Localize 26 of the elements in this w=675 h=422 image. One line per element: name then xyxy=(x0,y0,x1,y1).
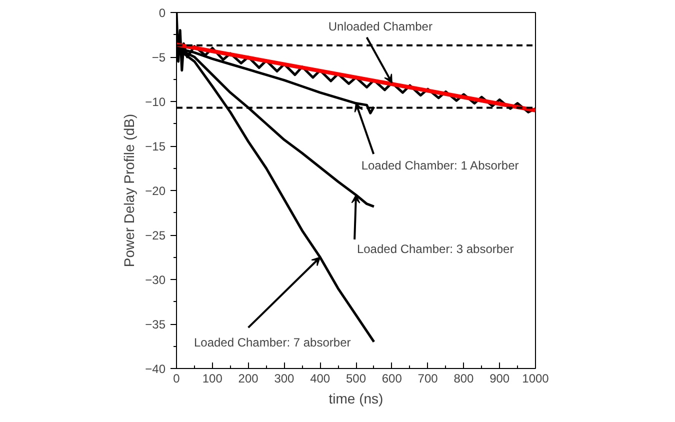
x-tick-label: 900 xyxy=(490,372,510,386)
y-tick-label: −25 xyxy=(145,228,166,242)
x-tick-label: 300 xyxy=(274,372,295,386)
y-tick-label: −5 xyxy=(152,50,166,64)
x-tick-label: 0 xyxy=(173,372,180,386)
annotation: Loaded Chamber: 7 absorber xyxy=(194,336,351,350)
y-tick-label: −20 xyxy=(145,184,166,198)
y-tick-label: −10 xyxy=(145,95,166,109)
x-tick-label: 200 xyxy=(238,372,259,386)
x-tick-label: 700 xyxy=(418,372,438,386)
y-tick-label: −40 xyxy=(145,362,166,376)
x-tick-label: 500 xyxy=(346,372,366,386)
y-tick-label: −15 xyxy=(145,140,166,154)
x-tick-label: 800 xyxy=(454,372,474,386)
y-tick-label: 0 xyxy=(158,6,166,20)
x-tick-label: 100 xyxy=(202,372,223,386)
annotation: Loaded Chamber: 1 Absorber xyxy=(361,158,519,173)
annotation: Unloaded Chamber xyxy=(328,20,432,34)
y-tick-label: −35 xyxy=(145,318,166,332)
x-tick-label: 400 xyxy=(310,372,330,386)
x-axis-title: time (ns) xyxy=(328,390,384,406)
y-axis-title: Power Delay Profile (dB) xyxy=(121,114,138,268)
x-tick-label: 600 xyxy=(382,372,402,386)
y-tick-label: −30 xyxy=(145,273,166,287)
annotation: Loaded Chamber: 3 absorber xyxy=(356,242,514,256)
x-tick-label: 1000 xyxy=(522,372,550,386)
